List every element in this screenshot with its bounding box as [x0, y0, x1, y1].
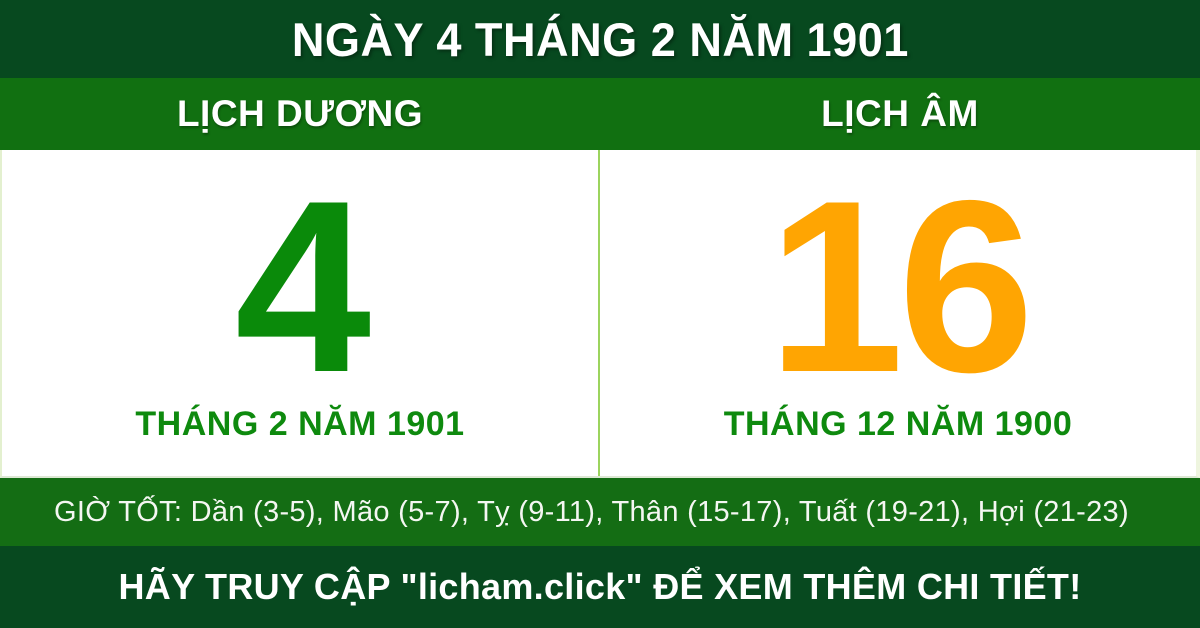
page-title: NGÀY 4 THÁNG 2 NĂM 1901 [291, 12, 909, 66]
solar-calendar-label: LỊCH DƯƠNG [176, 93, 424, 134]
solar-panel: 4 THÁNG 2 NĂM 1901 [2, 150, 598, 476]
panel-divider [598, 150, 600, 476]
lunar-day-number: 16 [767, 148, 1035, 423]
cta-bar: HÃY TRUY CẬP "licham.click" ĐỂ XEM THÊM … [0, 546, 1200, 628]
good-hours-text: GIỜ TỐT: Dần (3-5), Mão (5-7), Tỵ (9-11)… [54, 495, 1129, 528]
solar-day-number: 4 [234, 148, 371, 423]
calendar-panels: 4 THÁNG 2 NĂM 1901 16 THÁNG 12 NĂM 1900 [0, 150, 1200, 478]
good-hours-bar: GIỜ TỐT: Dần (3-5), Mão (5-7), Tỵ (9-11)… [0, 478, 1200, 546]
solar-header-cell: LỊCH DƯƠNG [0, 78, 600, 150]
lunar-header-cell: LỊCH ÂM [600, 78, 1200, 150]
lunar-panel: 16 THÁNG 12 NĂM 1900 [600, 150, 1196, 476]
lunar-month-year-label: THÁNG 12 NĂM 1900 [723, 405, 1073, 443]
date-banner: NGÀY 4 THÁNG 2 NĂM 1901 [0, 0, 1200, 78]
solar-month-year-label: THÁNG 2 NĂM 1901 [135, 405, 465, 443]
cta-text: HÃY TRUY CẬP "licham.click" ĐỂ XEM THÊM … [118, 566, 1082, 607]
lunar-calendar-label: LỊCH ÂM [821, 93, 979, 134]
calendar-header-row: LỊCH DƯƠNG LỊCH ÂM [0, 78, 1200, 150]
